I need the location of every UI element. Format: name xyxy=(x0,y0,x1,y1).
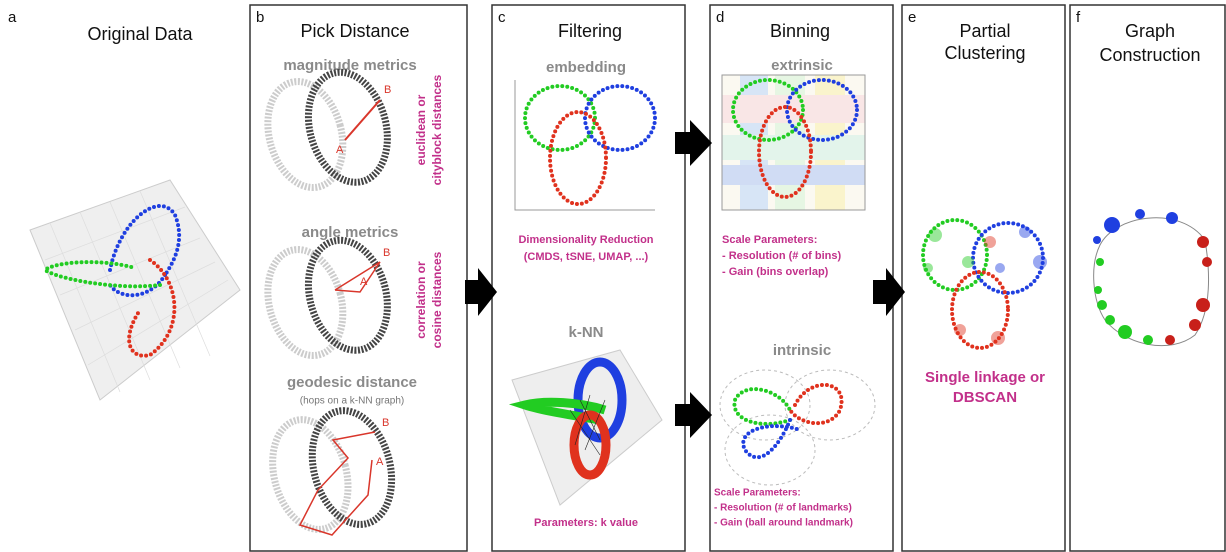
ring xyxy=(297,63,399,191)
panel-letter: a xyxy=(8,9,17,26)
plot-3d xyxy=(30,180,240,400)
panel-title: Construction xyxy=(1099,45,1200,65)
point-label: B xyxy=(384,84,391,96)
method-note: Dimensionality Reduction xyxy=(518,234,653,246)
axes xyxy=(515,80,655,210)
parameter-note: Scale Parameters: xyxy=(722,234,817,246)
section-heading: extrinsic xyxy=(771,57,833,74)
loop-red xyxy=(790,385,842,423)
arrow xyxy=(873,268,905,316)
point-label: A xyxy=(376,456,384,468)
loop-blue xyxy=(743,420,800,457)
section-subheading: (hops on a k-NN graph) xyxy=(300,396,405,407)
panel-letter: d xyxy=(716,9,724,26)
metric-note: correlation or xyxy=(414,261,428,339)
section-heading: k-NN xyxy=(568,324,603,341)
panel-letter: c xyxy=(498,9,506,26)
parameter-note: - Resolution (# of bins) xyxy=(722,250,841,262)
panel-title: Graph xyxy=(1125,21,1175,41)
parameter-note: - Resolution (# of landmarks) xyxy=(714,503,852,514)
point-label: A xyxy=(360,276,368,288)
panel-title: Pick Distance xyxy=(300,21,409,41)
figure: a Original Data b Pick Distance magnitud… xyxy=(0,0,1226,552)
panel-letter: e xyxy=(908,9,916,26)
point-label: B xyxy=(383,247,390,259)
point-label: B xyxy=(382,417,389,429)
point-label: A xyxy=(336,144,344,156)
parameter-note: Scale Parameters: xyxy=(714,488,801,499)
loop-red xyxy=(550,112,606,204)
method-note: DBSCAN xyxy=(953,389,1017,406)
section-heading: geodesic distance xyxy=(287,374,417,391)
panel-letter: b xyxy=(256,9,264,26)
panel-title: Original Data xyxy=(87,24,193,44)
panel-title: Clustering xyxy=(944,43,1025,63)
metric-note: cosine distances xyxy=(430,251,444,348)
panel-title: Filtering xyxy=(558,21,622,41)
metric-note: cityblock distances xyxy=(430,74,444,185)
arrow xyxy=(675,120,712,166)
rings xyxy=(257,61,400,201)
parameter-note: - Gain (ball around landmark) xyxy=(714,518,853,529)
arrow xyxy=(675,392,712,438)
method-note: (CMDS, tSNE, UMAP, ...) xyxy=(524,251,649,263)
loop-blue xyxy=(973,223,1043,293)
section-heading: intrinsic xyxy=(773,342,831,359)
method-note: Parameters: k value xyxy=(534,517,638,529)
panel-letter: f xyxy=(1076,9,1081,26)
graph xyxy=(1093,209,1212,346)
rings xyxy=(257,229,400,369)
knn-plot xyxy=(512,350,662,505)
loop-green xyxy=(734,389,790,424)
panel-box xyxy=(902,5,1065,551)
section-heading: embedding xyxy=(546,59,626,76)
method-note: Single linkage or xyxy=(925,369,1045,386)
parameter-note: - Gain (bins overlap) xyxy=(722,266,829,278)
distance-line xyxy=(345,100,380,140)
metric-note: euclidean or xyxy=(414,94,428,165)
plot-floor xyxy=(30,180,240,400)
panel-title: Binning xyxy=(770,21,830,41)
panel-title: Partial xyxy=(959,21,1010,41)
